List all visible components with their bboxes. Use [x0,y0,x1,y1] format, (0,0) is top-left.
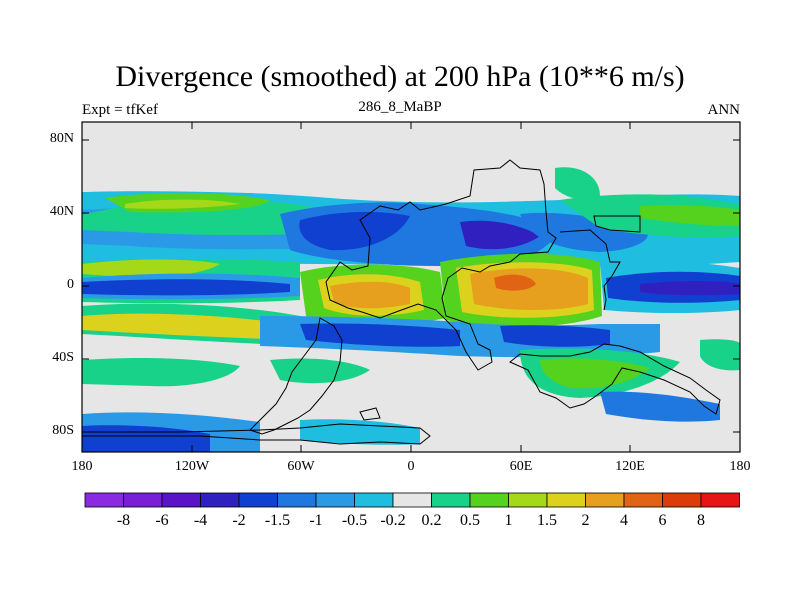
lon-tick-label: 120E [615,459,645,474]
colorbar-label: 0.2 [421,512,442,529]
lon-tick-label: 0 [407,459,415,474]
colorbar-label: 2 [581,512,590,529]
experiment-label: Expt = tfKef [82,102,158,118]
colorbar-label: -4 [193,512,208,529]
colorbar-swatch [354,492,394,508]
colorbar-swatch [546,492,586,508]
lat-tick-label: 40S [52,350,74,365]
lat-tick-label: 40N [49,204,74,219]
coastlines [82,159,721,445]
colorbar-swatch [315,492,355,508]
colorbar-label: -6 [155,512,169,529]
colorbar-label: 8 [697,512,705,529]
lon-tick-label: 180 [729,459,751,474]
axis-ticks [81,122,741,452]
lon-tick-label: 60W [287,459,315,474]
lat-tick-label: 80N [49,131,74,146]
colorbar-label: -8 [116,512,131,529]
plot-title: Divergence (smoothed) at 200 hPa (10**6 … [115,60,685,93]
colorbar-swatch [431,492,471,508]
colorbar-swatch [508,492,548,508]
colorbar-swatch [238,492,278,508]
colorbar-swatch [277,492,317,508]
colorbar-label: 0.5 [460,512,480,529]
colorbar-label: -1.5 [264,512,291,529]
colorbar-swatch [84,492,124,508]
lon-tick-label: 120W [174,459,210,474]
colorbar-label: 6 [658,512,667,529]
colorbar-swatch [623,492,663,508]
colorbar-label: -0.5 [341,512,368,529]
colorbar [84,492,740,508]
colorbar-label: 1.5 [537,512,557,529]
season-label: ANN [707,102,741,118]
colorbar-swatch [161,492,201,508]
lat-tick-label: 0 [67,277,74,292]
colorbar-swatch [469,492,509,508]
lon-tick-label: 60E [509,459,533,474]
colorbar-swatch [662,492,702,508]
case-label: 286_8_MaBP [358,99,442,115]
colorbar-label: 1 [504,512,513,529]
colorbar-label: -0.2 [380,512,406,529]
contour-fills [82,167,740,452]
colorbar-swatch [700,492,740,508]
colorbar-label: -2 [232,512,246,529]
colorbar-swatch [123,492,163,508]
colorbar-swatch [200,492,240,508]
colorbar-swatch [585,492,625,508]
colorbar-label: 4 [620,512,628,529]
lon-tick-label: 180 [71,459,93,474]
lat-tick-label: 80S [52,423,74,438]
colorbar-label: -1 [309,512,323,529]
colorbar-swatch [392,492,432,508]
